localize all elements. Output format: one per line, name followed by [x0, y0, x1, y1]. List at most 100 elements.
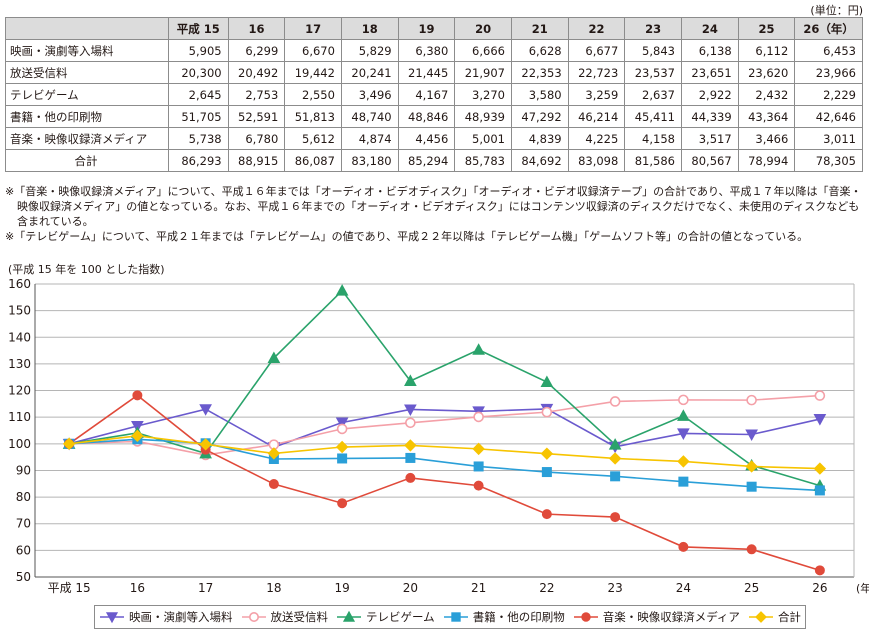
expenditure-table: 平成 15 16 17 18 19 20 21 22 23 24 25 26（年） 映画・演劇等入場料…	[5, 17, 863, 172]
table-header-year: 17	[284, 17, 342, 40]
x-tick-label: 18	[266, 581, 281, 595]
table-header-year: 26（年）	[794, 17, 863, 40]
y-tick-label: 70	[16, 517, 31, 531]
table-cell: 4,456	[397, 127, 456, 150]
chart-legend: 映画・演劇等入場料 放送受信料 テレビゲーム 書籍・他の印刷物 音楽・映像収録済メディア…	[94, 605, 806, 629]
x-axis-label: (年)	[856, 581, 869, 595]
table-cell: 5,843	[624, 39, 682, 62]
x-tick-label: 21	[471, 581, 486, 595]
x-tick-label: 平成 15	[48, 581, 91, 595]
series-line-5	[69, 435, 820, 470]
note-1: ※「音楽・映像収録済メディア」について、平成１６年までは「オーディオ・ビデオディ…	[5, 185, 862, 228]
legend-label: 映画・演劇等入場料	[129, 610, 233, 624]
table-row-label: 音楽・映像収録済メディア	[5, 127, 169, 150]
table-cell: 4,839	[510, 127, 569, 150]
x-tick-label: 19	[334, 581, 349, 595]
table-cell: 6,453	[794, 39, 863, 62]
table-cell: 86,293	[168, 149, 229, 172]
table-row-label: 映画・演劇等入場料	[5, 39, 169, 62]
data-point-series-5	[62, 437, 76, 451]
table-cell: 23,537	[624, 61, 682, 84]
table-header-year: 19	[397, 17, 456, 40]
legend-swatch	[748, 611, 773, 623]
table-row-label: 放送受信料	[5, 61, 169, 84]
y-tick-label: 90	[16, 463, 31, 477]
table-cell: 84,692	[510, 149, 569, 172]
x-tick-label: 20	[403, 581, 418, 595]
table-cell: 2,550	[284, 83, 342, 106]
data-point-series-4	[610, 512, 621, 523]
table-cell: 51,813	[284, 105, 342, 128]
x-tick-label: 22	[539, 581, 554, 595]
table-cell: 45,411	[624, 105, 682, 128]
legend-label: 放送受信料	[270, 610, 329, 624]
table-cell: 6,380	[397, 39, 456, 62]
table-cell: 5,001	[454, 127, 512, 150]
table-cell: 5,738	[168, 127, 229, 150]
table-cell: 23,651	[680, 61, 739, 84]
table-cell: 52,591	[227, 105, 286, 128]
table-header-year: 20	[454, 17, 512, 40]
table-cell: 46,214	[567, 105, 626, 128]
data-point-series-5	[608, 452, 622, 465]
series-line-4	[68, 394, 821, 572]
x-tick-label: 24	[676, 581, 691, 595]
table-cell: 86,087	[284, 149, 342, 172]
table-cell: 83,098	[567, 149, 626, 172]
table-cell: 6,666	[454, 39, 512, 62]
y-tick-label: 130	[8, 357, 31, 371]
legend-item: テレビゲーム	[336, 609, 435, 625]
table-cell: 48,939	[454, 105, 512, 128]
table-cell: 20,241	[340, 61, 399, 84]
legend-item: 音楽・映像収録済メディア	[573, 609, 740, 625]
legend-label: 合計	[777, 610, 801, 624]
table-cell: 22,353	[510, 61, 569, 84]
table-row: テレビゲーム 2,645 2,753 2,550 3,496 4,167 3,270 3,58…	[5, 83, 863, 106]
table-row-label: テレビゲーム	[5, 83, 169, 106]
table-cell: 48,846	[397, 105, 456, 128]
table-header-year: 24	[680, 17, 739, 40]
legend-label: 書籍・他の印刷物	[472, 610, 565, 624]
table-cell: 88,915	[227, 149, 286, 172]
table-cell: 6,670	[284, 39, 342, 62]
table-cell: 3,259	[567, 83, 626, 106]
data-point-series-1	[336, 423, 348, 435]
table-cell: 80,567	[680, 149, 739, 172]
table-cell: 43,364	[737, 105, 796, 128]
data-point-series-4	[814, 565, 825, 576]
series-line-1	[69, 394, 820, 456]
table-row: 音楽・映像収録済メディア 5,738 6,780 5,612 4,874 4,456 5,0…	[5, 127, 863, 150]
table-cell: 83,180	[340, 149, 399, 172]
table-cell: 20,492	[227, 61, 286, 84]
data-point-series-3	[746, 481, 757, 492]
data-point-series-1	[746, 394, 757, 406]
data-point-series-3	[473, 461, 484, 472]
data-point-series-3	[814, 485, 825, 496]
data-point-series-5	[745, 460, 758, 473]
data-point-series-2	[677, 409, 690, 421]
data-point-series-5	[472, 442, 485, 456]
data-point-series-4	[268, 479, 279, 490]
table-row-label: 合計	[5, 149, 169, 172]
table-row: 合計 86,293 88,915 86,087 83,180 85,294 85,783 84…	[5, 149, 863, 172]
table-row: 映画・演劇等入場料 5,905 6,299 6,670 5,829 6,380 6,666 6…	[5, 39, 863, 62]
table-cell: 2,753	[227, 83, 286, 106]
table-cell: 5,829	[340, 39, 399, 62]
table-body: 映画・演劇等入場料 5,905 6,299 6,670 5,829 6,380 6,666 6…	[5, 39, 863, 172]
data-point-series-2	[608, 438, 622, 450]
data-point-series-0	[745, 429, 758, 442]
data-point-series-5	[813, 462, 827, 475]
y-tick-label: 120	[8, 384, 31, 398]
data-point-series-0	[677, 428, 690, 440]
y-axis-label: (平成 15 年を 100 とした指数)	[8, 263, 165, 276]
table-row-label: 書籍・他の印刷物	[5, 105, 169, 128]
table-cell: 4,874	[340, 127, 399, 150]
data-point-series-0	[199, 404, 212, 416]
table-cell: 47,292	[510, 105, 569, 128]
table-row: 放送受信料 20,300 20,492 19,442 20,241 21,445 21,90…	[5, 61, 863, 84]
legend-swatch	[337, 610, 362, 622]
legend-item: 合計	[748, 609, 801, 625]
data-point-series-2	[335, 284, 349, 296]
data-point-series-3	[337, 453, 348, 464]
data-point-series-0	[335, 417, 349, 430]
